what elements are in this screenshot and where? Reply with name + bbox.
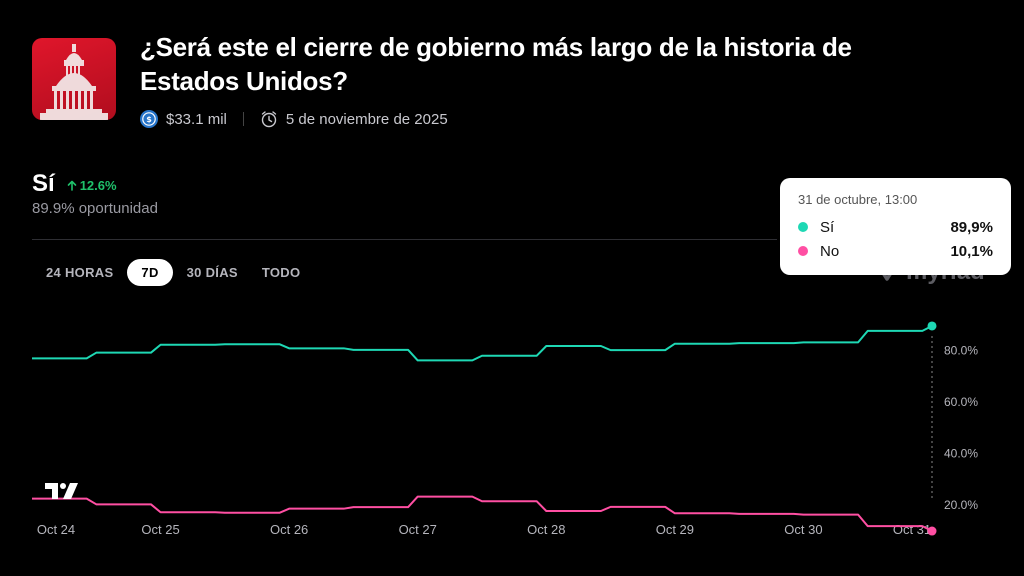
divider xyxy=(32,239,777,240)
market-volume: $33.1 mil xyxy=(166,110,227,128)
tooltip-date: 31 de octubre, 13:00 xyxy=(798,192,918,207)
x-tick-label: Oct 27 xyxy=(399,522,437,537)
tradingview-logo-icon[interactable] xyxy=(44,481,84,506)
capitol-icon xyxy=(40,44,108,120)
meta-separator xyxy=(242,112,244,126)
outcome-chance: 89.9% oportunidad xyxy=(32,200,158,217)
outcome-name: Sí xyxy=(32,170,55,197)
outcome-change-value: 12.6% xyxy=(79,178,117,193)
timeframe-tabs: 24 HORAS 7D 30 DÍAS TODO xyxy=(36,259,310,286)
outcome-change: 12.6% xyxy=(67,178,117,193)
y-tick-label: 80.0% xyxy=(944,344,978,358)
x-tick-label: Oct 30 xyxy=(784,522,822,537)
market-title: ¿Será este el cierre de gobierno más lar… xyxy=(140,32,852,96)
x-tick-label: Oct 26 xyxy=(270,522,308,537)
chart-tooltip: 31 de octubre, 13:00 Sí 89,9% No 10,1% xyxy=(780,178,1011,275)
y-tick-label: 60.0% xyxy=(944,395,978,409)
clock-icon xyxy=(260,110,278,128)
x-tick-label: Oct 31 xyxy=(893,522,931,537)
x-tick-label: Oct 24 xyxy=(37,522,75,537)
tab-all[interactable]: TODO xyxy=(261,265,301,280)
yes-color-dot xyxy=(798,222,808,232)
tab-7d[interactable]: 7D xyxy=(127,259,173,286)
tooltip-value-yes: 89,9% xyxy=(950,218,993,236)
tab-24h[interactable]: 24 HORAS xyxy=(46,265,114,280)
y-tick-label: 20.0% xyxy=(944,498,978,512)
tooltip-label-no: No xyxy=(820,242,840,260)
x-tick-label: Oct 28 xyxy=(527,522,565,537)
tab-30d[interactable]: 30 DÍAS xyxy=(186,265,238,280)
tooltip-label-yes: Sí xyxy=(820,218,835,236)
tooltip-row-no: No 10,1% xyxy=(798,239,993,263)
no-color-dot xyxy=(798,246,808,256)
series-line-no xyxy=(32,495,933,532)
market-thumbnail xyxy=(32,38,116,120)
series-line-yes xyxy=(32,325,933,362)
usdc-coin-icon: $ xyxy=(140,110,158,128)
market-meta: $ $33.1 mil 5 de noviembre de 2025 xyxy=(140,108,448,130)
market-end-date: 5 de noviembre de 2025 xyxy=(285,110,448,128)
y-tick-label: 40.0% xyxy=(944,446,978,460)
endpoint-marker-yes xyxy=(927,321,937,331)
tooltip-value-no: 10,1% xyxy=(950,242,993,260)
x-tick-label: Oct 25 xyxy=(141,522,179,537)
endpoint-marker-no xyxy=(927,526,937,536)
svg-text:$: $ xyxy=(146,115,152,124)
outcome-header: Sí 12.6% xyxy=(32,170,117,198)
tooltip-row-yes: Sí 89,9% xyxy=(798,215,993,239)
probability-chart: 20.0% 40.0% 60.0% 80.0% Oct 24 Oct 25 Oct 26 O… xyxy=(32,321,978,537)
arrow-up-icon xyxy=(67,180,76,191)
x-tick-label: Oct 29 xyxy=(656,522,694,537)
